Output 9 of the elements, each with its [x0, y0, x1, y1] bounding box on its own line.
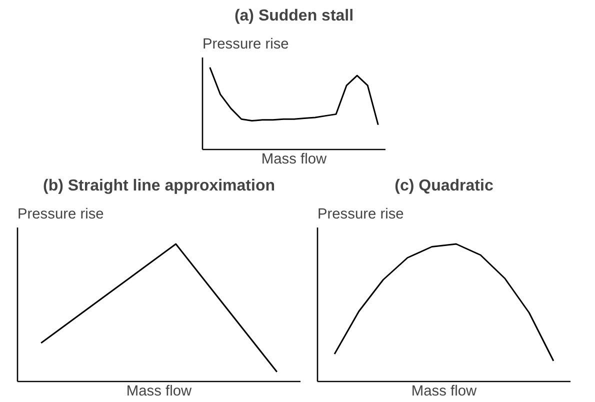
y-axis-title: Pressure rise: [318, 206, 404, 222]
chart-title: (b) Straight line approximation: [42, 178, 276, 194]
chart-title: (a) Sudden stall: [234, 8, 354, 24]
x-axis-title: Mass flow: [261, 152, 327, 168]
y-axis-title: Pressure rise: [202, 36, 289, 52]
x-axis-title: Mass flow: [126, 384, 192, 400]
x-axis-title: Mass flow: [411, 384, 477, 400]
chart-title: (c) Quadratic: [394, 178, 494, 194]
y-axis-title: Pressure rise: [18, 206, 104, 222]
